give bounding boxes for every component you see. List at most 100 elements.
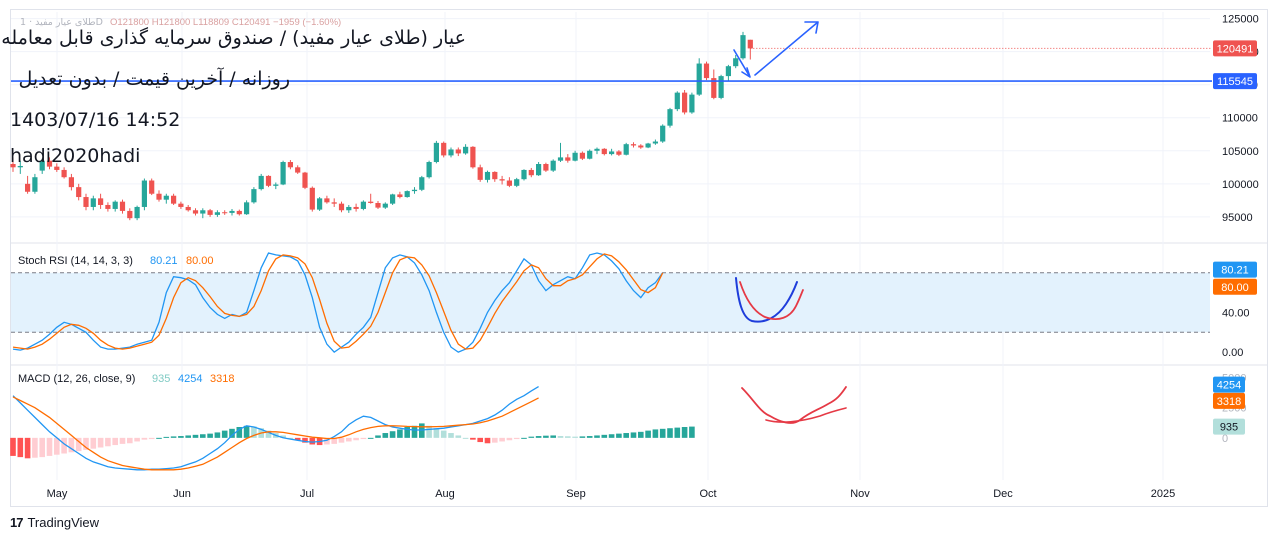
stoch-rsi-plot: 0.00 40.00 80.21 80.00 [11, 252, 1257, 359]
candle-body [740, 35, 746, 59]
macd-histogram-bar [360, 437, 367, 440]
macd-line [12, 386, 539, 471]
candle-body [470, 146, 476, 168]
macd-histogram-bar [105, 437, 111, 447]
candle-body [514, 179, 520, 186]
candle-body [68, 177, 74, 188]
macd-histogram-bar [411, 425, 418, 438]
time-axis: May Jun Jul Aug Sep Oct Nov Dec 2025 [47, 488, 1176, 500]
macd-histogram-bar [185, 435, 191, 438]
macd-histogram-bar [46, 437, 53, 456]
candle-body [660, 125, 666, 142]
macd-line-badge-label: 4254 [1217, 380, 1241, 392]
candle-body [353, 206, 359, 209]
candle-body [360, 201, 366, 209]
stoch-rsi-legend: Stoch RSI (14, 14, 3, 3) [18, 255, 133, 267]
candle-body [149, 180, 155, 194]
macd-histogram-bar [543, 435, 549, 438]
candle-body [587, 150, 593, 159]
candle-body [682, 92, 688, 113]
macd-histogram-bar [492, 437, 498, 443]
horizontal-line-badge [1213, 73, 1257, 90]
macd-histogram-bar [616, 433, 622, 438]
candle-body [265, 175, 272, 186]
macd-histogram-bar [178, 436, 184, 438]
macd-histogram-bar [689, 426, 695, 438]
macd-histogram-bar [39, 437, 45, 458]
candle-body [127, 210, 133, 219]
candle-body [528, 169, 534, 176]
candle-body [61, 169, 67, 178]
price-axis: 9500010000010500011000011500012000012500… [1213, 14, 1259, 224]
candle-body [718, 76, 724, 98]
macd-histogram-bar [601, 434, 608, 438]
macd-histogram-bar [338, 437, 345, 443]
macd-histogram-bar [382, 433, 389, 438]
macd-histogram-bar [667, 428, 673, 438]
candle-body [338, 203, 345, 211]
candle-body [521, 169, 527, 180]
candle-body [674, 92, 680, 110]
macd-histogram-bar [367, 437, 374, 439]
candle-body [236, 210, 242, 215]
candle-body [441, 142, 447, 156]
macd-histogram-bar [674, 427, 681, 438]
candle-body [244, 202, 250, 215]
time-axis-label: Aug [435, 488, 455, 500]
candle-body [390, 194, 396, 204]
candle-body [477, 167, 483, 180]
time-axis-label: Nov [850, 488, 870, 500]
horizontal-line-label: 115545 [1217, 76, 1253, 88]
macd-histogram-bar [112, 437, 118, 446]
macd-histogram-badge [1213, 418, 1245, 435]
time-axis-label: Sep [566, 488, 586, 500]
macd-histogram-bar [638, 431, 644, 438]
candle-body [703, 63, 710, 79]
candle-body [25, 183, 31, 192]
candle-body [543, 164, 549, 171]
candle-body [375, 202, 381, 208]
stoch-axis-tick-label: 40.00 [1222, 307, 1250, 319]
macd-histogram-bar [623, 433, 629, 438]
candle-body [46, 160, 53, 167]
macd-histogram-bar [659, 428, 666, 438]
candle-body [222, 212, 228, 214]
candle-body [645, 143, 651, 148]
candle-body [536, 164, 542, 176]
candle-body [725, 66, 731, 77]
symbol-bar: طلای عیار مفید · 1D [20, 17, 103, 28]
tradingview-logo[interactable]: 17 TradingView [10, 515, 99, 530]
macd-histogram-bar [127, 437, 133, 444]
macd-histogram-bar [477, 437, 483, 443]
stoch-rsi-d-value: 80.00 [186, 255, 214, 267]
macd-histogram-bar [426, 425, 432, 438]
macd-histogram-bar [83, 437, 89, 450]
macd-axis-tick-label: 0 [1222, 433, 1228, 445]
macd-histogram-bar [565, 436, 571, 438]
last-price-label: 120491 [1217, 43, 1254, 55]
candle-body [594, 148, 600, 151]
candle-body [302, 172, 308, 188]
candle-body [455, 149, 461, 154]
candle-body [579, 152, 585, 159]
drawn-curve-red-macd-2 [765, 407, 847, 423]
candle-body [287, 162, 293, 168]
macd-histogram-bar [455, 435, 462, 438]
macd-histogram-bar [156, 437, 162, 439]
candle-body [557, 157, 564, 161]
macd-histogram-bar [200, 434, 206, 438]
candle-body [39, 160, 45, 171]
candle-body [747, 39, 753, 49]
macd-histogram-bar [163, 436, 170, 438]
macd-histogram-bar [251, 426, 257, 438]
macd-histogram-bar [302, 437, 308, 443]
macd-histogram-bar [572, 436, 578, 438]
time-axis-label: May [47, 488, 68, 500]
candle-body [382, 203, 388, 208]
candle-body [163, 195, 169, 200]
tradingview-icon: 17 [10, 515, 24, 530]
candle-body [572, 152, 578, 161]
chart-frame [10, 9, 1268, 507]
macd-histogram-bar [440, 430, 447, 438]
